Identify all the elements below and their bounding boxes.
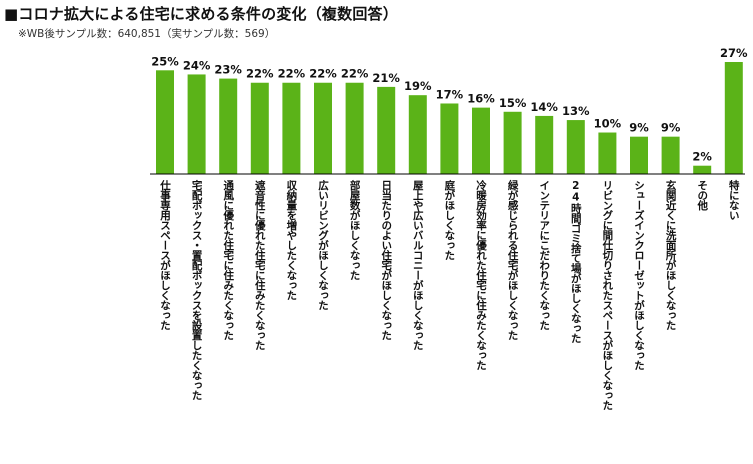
bar — [535, 115, 554, 174]
bar — [503, 111, 522, 174]
bar-value-label: 22% — [278, 67, 306, 81]
bar — [250, 82, 269, 174]
bar-value-label: 23% — [214, 63, 242, 77]
sample-size-note: ※WB後サンプル数：640,851（実サンプル数：569） — [18, 28, 276, 40]
category-label: その他 — [696, 180, 709, 210]
bar — [472, 107, 490, 174]
bar-value-label: 19% — [404, 79, 432, 93]
bar — [440, 103, 459, 174]
category-label: シューズインクローゼットがほしくなった — [633, 180, 645, 370]
bar — [345, 82, 364, 174]
bar-value-label: 27% — [720, 46, 748, 60]
bar — [408, 95, 427, 174]
category-label: インテリアにこだわりたくなった — [538, 180, 551, 330]
bar-value-label: 17% — [436, 87, 464, 101]
category-label: 宅配ボックス・置配ボックスを設置したくなった — [190, 180, 203, 400]
bar-value-label: 9% — [629, 121, 649, 135]
bar-value-label: 22% — [309, 67, 337, 81]
bar — [187, 74, 206, 174]
category-label: 部屋数がほしくなった — [348, 180, 361, 280]
bar-value-label: 14% — [530, 100, 558, 114]
bar-value-label: 15% — [499, 96, 527, 110]
category-label: 通風に優れた住宅に住みたくなった — [222, 180, 235, 340]
category-label: 収納量を増やしたくなった — [285, 180, 298, 300]
bar-value-label: 16% — [467, 92, 495, 106]
bar — [156, 70, 174, 174]
category-label: 冷暖房効率に優れた住宅に住みたくなった — [475, 180, 487, 370]
bar — [724, 62, 743, 174]
bar-value-label: 2% — [692, 150, 712, 164]
category-label: 庭がほしくなった — [443, 180, 456, 260]
category-label: 24時間ゴミ捨て場がほしくなった — [569, 180, 582, 343]
bar — [282, 82, 301, 174]
category-label: 遮音性に優れた住宅に住みたくなった — [253, 180, 266, 350]
bar-value-label: 22% — [246, 67, 274, 81]
category-label: 仕事専用スペースがほしくなった — [159, 180, 171, 330]
category-label: 日当たりのよい住宅がほしくなった — [380, 180, 393, 340]
bar — [219, 78, 238, 174]
bar — [377, 86, 396, 174]
bar-value-label: 13% — [562, 104, 590, 118]
category-label: 屋上や広いバルコニーがほしくなった — [411, 180, 424, 350]
bar — [630, 136, 648, 174]
bar — [661, 136, 680, 174]
category-label: 特にない — [727, 180, 740, 220]
bar — [693, 165, 712, 174]
bar — [598, 132, 617, 174]
chart-title: ■コロナ拡大による住宅に求める条件の変化（複数回答） — [4, 5, 398, 23]
bar-value-label: 9% — [661, 121, 681, 135]
bar — [314, 82, 332, 174]
bar-value-label: 25% — [151, 54, 179, 68]
category-label: 広いリビングがほしくなった — [317, 180, 329, 310]
category-label: リビングに間仕切りされたスペースがほしくなった — [601, 180, 614, 410]
category-label: 玄関近くに洗面所がほしくなった — [664, 180, 677, 330]
bar-value-label: 24% — [183, 58, 211, 72]
category-label: 緑が感じられる住宅がほしくなった — [506, 180, 519, 340]
bar-value-label: 21% — [372, 71, 400, 85]
bar-value-label: 10% — [594, 117, 622, 131]
bar — [566, 120, 585, 174]
bar-value-label: 22% — [341, 67, 369, 81]
